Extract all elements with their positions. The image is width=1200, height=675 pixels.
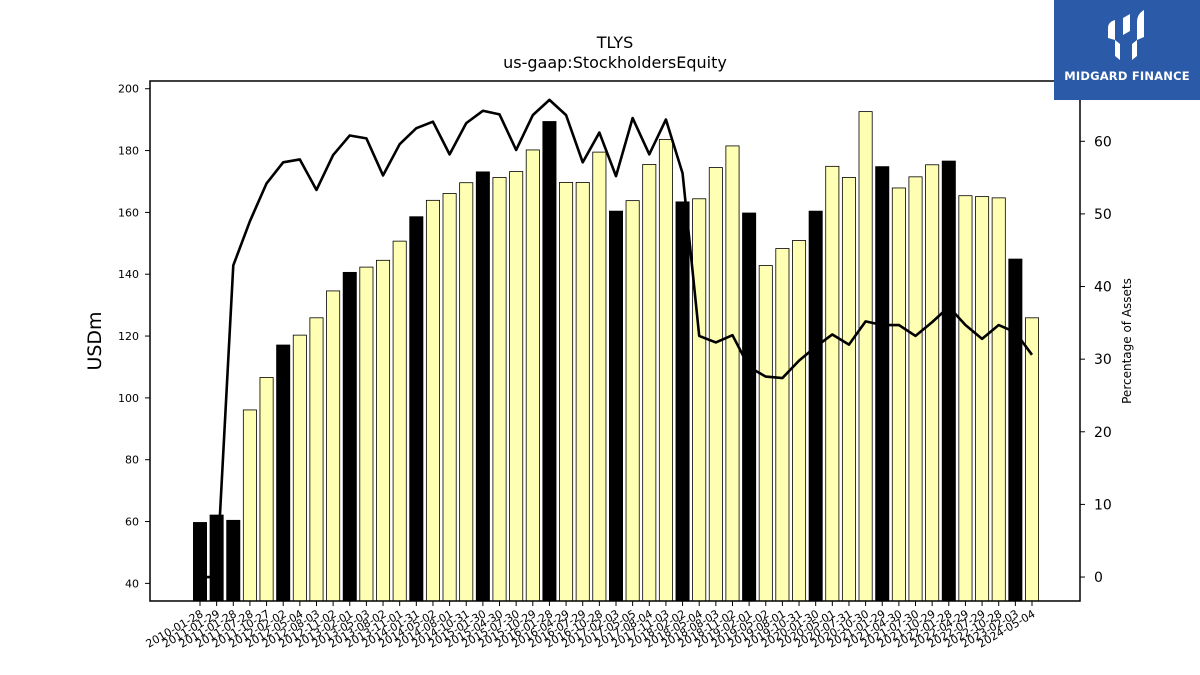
bar bbox=[775, 248, 790, 602]
bar bbox=[758, 265, 773, 602]
series-line bbox=[200, 98, 1034, 579]
bar bbox=[925, 164, 940, 602]
y2-tick-label: 20 bbox=[1094, 425, 1112, 441]
bar bbox=[226, 519, 241, 602]
bar bbox=[609, 210, 624, 602]
bar bbox=[825, 165, 840, 602]
plot-frame bbox=[149, 80, 1081, 602]
y-axis-label: USDm bbox=[84, 311, 106, 370]
left-axis: 40 60 80 100 120 140 160 180 200 bbox=[118, 83, 150, 590]
bar bbox=[841, 177, 856, 602]
bar bbox=[575, 181, 590, 602]
bar bbox=[259, 377, 274, 602]
bar bbox=[708, 167, 723, 602]
y2-tick-label: 60 bbox=[1094, 134, 1112, 150]
bar bbox=[392, 240, 407, 602]
bar bbox=[658, 139, 673, 602]
y-tick-label: 180 bbox=[118, 145, 139, 158]
bar bbox=[359, 266, 374, 602]
bar bbox=[509, 171, 524, 602]
bar bbox=[242, 409, 257, 602]
bar bbox=[1025, 317, 1040, 602]
bar bbox=[625, 200, 640, 602]
bar bbox=[891, 187, 906, 602]
logo-text: MIDGARD FINANCE bbox=[1064, 69, 1190, 83]
bar bbox=[908, 176, 923, 602]
bar bbox=[725, 145, 740, 602]
bar bbox=[808, 210, 823, 602]
y-tick-label: 100 bbox=[118, 392, 139, 405]
bar bbox=[592, 151, 607, 602]
bar bbox=[858, 111, 873, 602]
midgard-finance-logo: MIDGARD FINANCE bbox=[1054, 0, 1200, 100]
bar bbox=[792, 240, 807, 602]
bar bbox=[975, 196, 990, 602]
bar bbox=[459, 182, 474, 602]
bar bbox=[309, 317, 324, 602]
bar bbox=[941, 160, 956, 602]
bar bbox=[525, 149, 540, 602]
bar bbox=[875, 166, 890, 602]
y-tick-label: 60 bbox=[125, 516, 139, 529]
bar bbox=[276, 344, 291, 602]
y-tick-label: 120 bbox=[118, 330, 139, 343]
bar bbox=[376, 259, 391, 602]
midgard-m-logo-icon bbox=[1108, 10, 1144, 60]
y2-tick-label: 10 bbox=[1094, 497, 1112, 513]
bar bbox=[1008, 258, 1023, 602]
bar bbox=[192, 522, 207, 602]
x-axis: 2010-01-282011-01-292011-01-282011-07-28… bbox=[144, 601, 1038, 651]
bar bbox=[675, 201, 690, 602]
bar bbox=[542, 121, 557, 602]
bar bbox=[409, 216, 424, 602]
bar bbox=[991, 197, 1006, 602]
bar bbox=[692, 198, 707, 602]
y2-tick-label: 40 bbox=[1094, 280, 1112, 296]
bar bbox=[425, 199, 440, 602]
y-tick-label: 160 bbox=[118, 206, 139, 219]
chart-subtitle: us-gaap:StockholdersEquity bbox=[503, 53, 727, 72]
y2-axis-label: Percentage of Assets bbox=[1120, 278, 1134, 404]
y2-tick-label: 50 bbox=[1094, 207, 1112, 223]
bar bbox=[742, 212, 757, 602]
bar bbox=[442, 193, 457, 602]
bar bbox=[292, 334, 307, 602]
bar bbox=[326, 290, 341, 602]
y-tick-label: 140 bbox=[118, 268, 139, 281]
bar bbox=[492, 177, 507, 602]
bar bbox=[958, 195, 973, 602]
y-tick-label: 200 bbox=[118, 83, 139, 96]
bar bbox=[342, 271, 357, 602]
bar bbox=[475, 171, 490, 602]
y2-tick-label: 0 bbox=[1094, 570, 1103, 586]
line-layer bbox=[200, 98, 1034, 579]
y2-tick-label: 30 bbox=[1094, 352, 1112, 368]
bar bbox=[559, 181, 574, 602]
y-tick-label: 80 bbox=[125, 454, 139, 467]
chart-title: TLYS bbox=[596, 33, 634, 52]
right-axis: 0 10 20 30 40 50 60 bbox=[1080, 134, 1112, 586]
y-tick-label: 40 bbox=[125, 577, 139, 590]
bar bbox=[642, 164, 657, 602]
